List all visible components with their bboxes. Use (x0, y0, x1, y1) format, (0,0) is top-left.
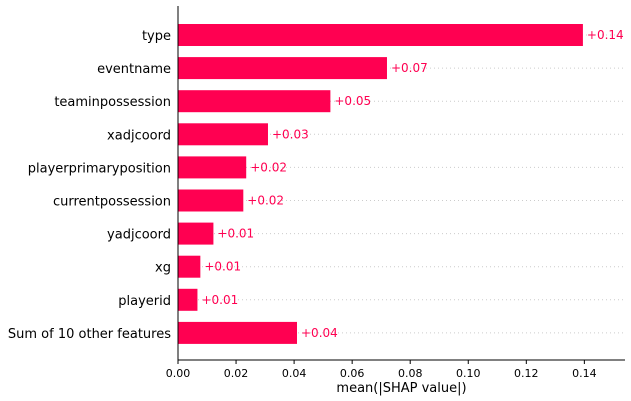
bars (178, 24, 583, 344)
bar (178, 222, 214, 245)
bar (178, 24, 583, 46)
value-label: +0.14 (587, 28, 624, 42)
bar (178, 288, 198, 311)
category-label: xadjcoord (107, 128, 171, 143)
value-label: +0.02 (250, 160, 287, 174)
x-tick-label: 0.14 (572, 367, 597, 380)
category-labels: type eventname teaminpossession xadjcoord pl… (8, 29, 171, 342)
x-tick-label: 0.02 (224, 367, 249, 380)
category-label: type (142, 29, 171, 44)
value-label: +0.02 (247, 194, 284, 208)
bar (178, 255, 201, 278)
value-label: +0.04 (301, 326, 338, 340)
x-tick-label: 0.06 (340, 367, 365, 380)
x-axis-title: mean(|SHAP value|) (336, 381, 466, 396)
value-label: +0.07 (391, 61, 428, 75)
x-tick-label: 0.04 (282, 367, 307, 380)
x-tick-label: 0.12 (514, 367, 539, 380)
bar (178, 123, 268, 146)
value-label: +0.03 (272, 127, 309, 141)
bar (178, 90, 331, 113)
category-label: eventname (97, 62, 171, 77)
value-label: +0.05 (334, 94, 371, 108)
category-label: currentpossession (53, 195, 171, 210)
x-tick-label: 0.10 (456, 367, 481, 380)
value-label: +0.01 (201, 293, 238, 307)
category-label: yadjcoord (107, 228, 171, 243)
bar (178, 156, 247, 179)
value-label: +0.01 (204, 260, 241, 274)
category-label: playerprimaryposition (28, 161, 171, 176)
grid-lines (178, 34, 625, 334)
bar (178, 189, 244, 212)
category-label: Sum of 10 other features (8, 327, 171, 342)
bar (178, 57, 387, 80)
category-label: playerid (118, 294, 171, 309)
axes: 0.00 0.02 0.04 0.06 0.08 0.10 0.12 0.14 (166, 6, 625, 380)
value-label: +0.01 (217, 227, 254, 241)
category-label: xg (155, 261, 171, 276)
category-label: teaminpossession (54, 95, 171, 110)
x-tick-label: 0.00 (166, 367, 191, 380)
value-labels: +0.14 +0.07 +0.05 +0.03 +0.02 +0.02 +0.01 +0.01… (201, 28, 623, 340)
x-tick-label: 0.08 (398, 367, 423, 380)
bar (178, 321, 298, 344)
